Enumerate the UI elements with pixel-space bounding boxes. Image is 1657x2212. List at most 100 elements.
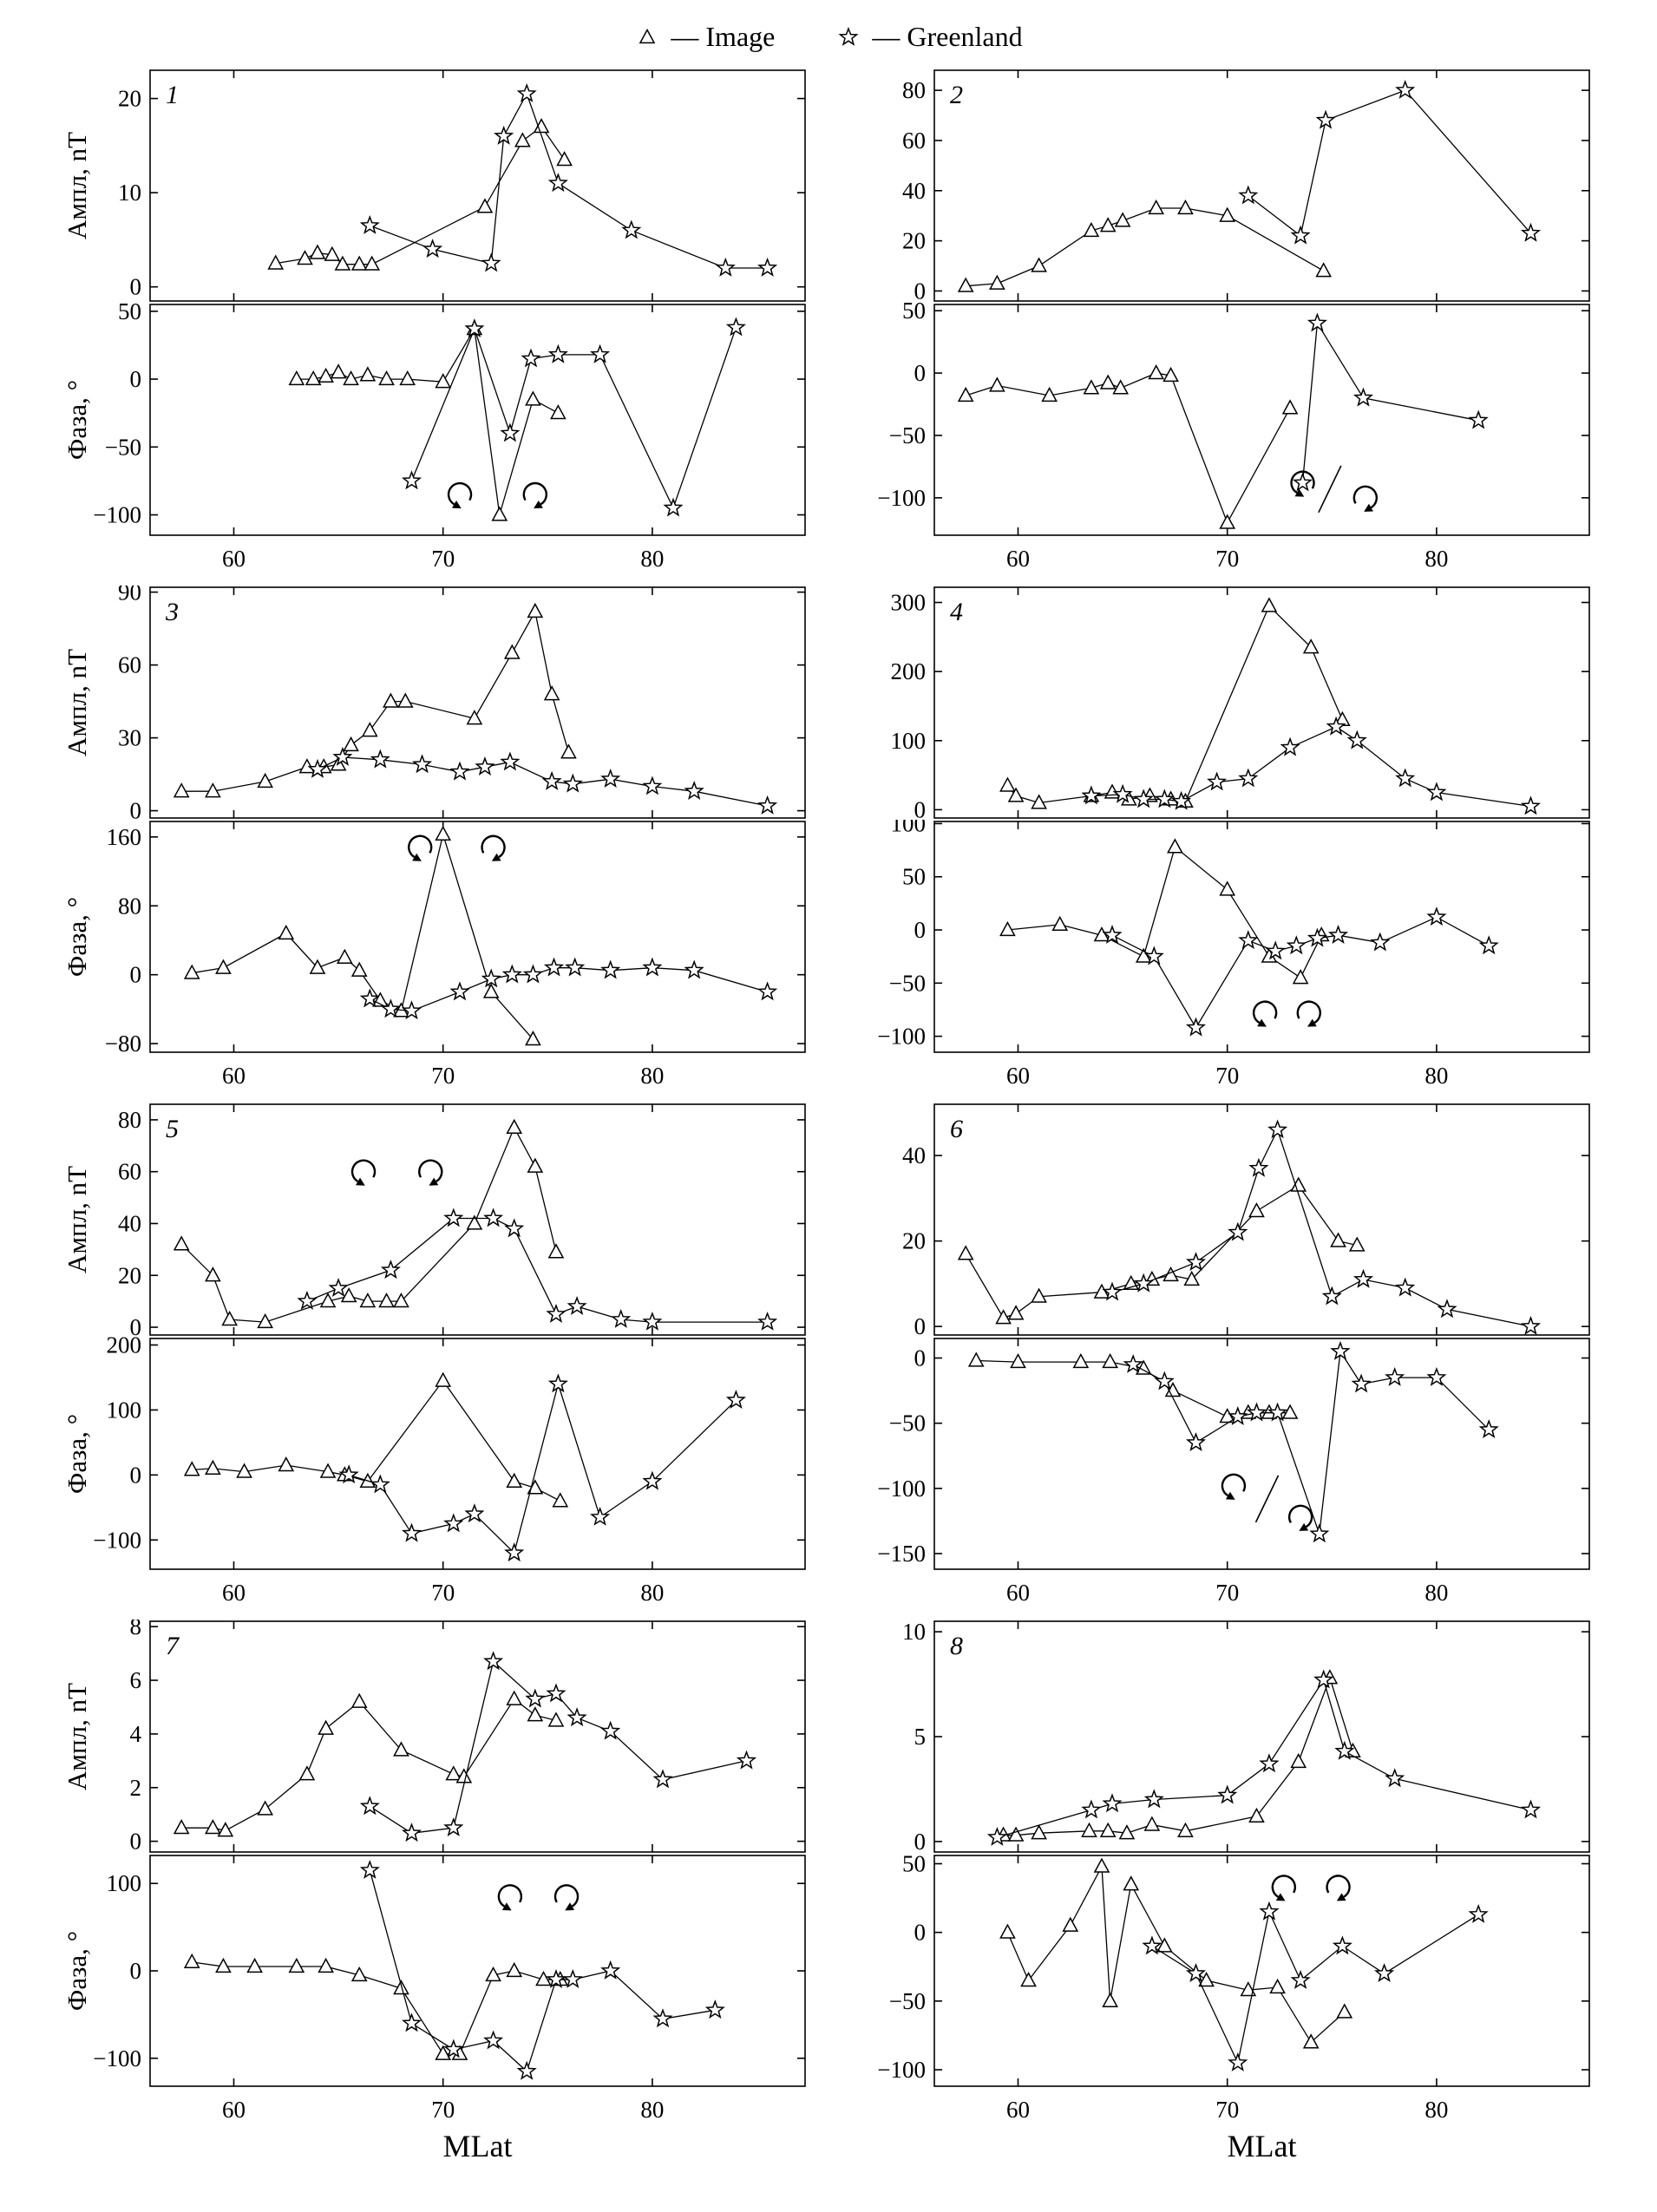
- panel-2-phase-chart: −100 −50 0 50 60 70 80: [877, 303, 1590, 572]
- svg-text:50: 50: [902, 1854, 926, 1877]
- panel-2-amplitude-chart: 0 20 40 60 80 2: [902, 69, 1590, 303]
- svg-text:60: 60: [1006, 1063, 1030, 1089]
- legend-label-image: — Image: [671, 21, 776, 52]
- svg-text:70: 70: [431, 1580, 455, 1606]
- svg-text:−50: −50: [889, 1410, 926, 1436]
- svg-text:0: 0: [914, 1829, 927, 1854]
- svg-text:Ампл, nT: Ампл, nT: [63, 649, 92, 756]
- svg-text:100: 100: [891, 728, 927, 754]
- svg-text:60: 60: [222, 1063, 246, 1089]
- svg-text:70: 70: [431, 546, 455, 572]
- svg-text:70: 70: [431, 1063, 455, 1089]
- svg-text:60: 60: [1006, 2097, 1030, 2123]
- svg-text:−50: −50: [889, 1988, 926, 2014]
- svg-text:6: 6: [130, 1667, 142, 1693]
- svg-text:200: 200: [107, 1337, 142, 1358]
- svg-text:80: 80: [640, 2097, 664, 2123]
- svg-text:60: 60: [1006, 1580, 1030, 1606]
- panel-4-phase-chart: −100 −50 0 50 100 60 70 80: [877, 820, 1590, 1089]
- svg-text:0: 0: [130, 366, 142, 392]
- panel-3: 0 30 60 90 3 Ампл, nT −80 0 80 160 60 70 80 Фаза, °: [63, 586, 809, 1090]
- svg-text:0: 0: [914, 360, 927, 386]
- svg-text:0: 0: [914, 917, 927, 943]
- svg-text:Фаза, °: Фаза, °: [63, 1931, 92, 2011]
- svg-text:0: 0: [130, 1314, 142, 1337]
- svg-text:20: 20: [902, 228, 926, 254]
- svg-text:5: 5: [166, 1115, 179, 1143]
- panel-8: 0 5 10 8 −100 −50 0 50 60 70 80: [848, 1620, 1594, 2124]
- svg-text:−100: −100: [877, 2057, 926, 2083]
- svg-text:4: 4: [950, 598, 963, 626]
- svg-text:Фаза, °: Фаза, °: [63, 897, 92, 977]
- svg-text:60: 60: [118, 1159, 141, 1185]
- svg-text:−100: −100: [877, 1476, 926, 1502]
- panel-2: 0 20 40 60 80 2 −100 −50 0 50 60 70 80: [848, 69, 1594, 573]
- legend-item-greenland: — Greenland: [835, 21, 1023, 53]
- svg-text:−50: −50: [889, 970, 926, 996]
- svg-text:0: 0: [130, 798, 142, 820]
- svg-text:60: 60: [222, 546, 246, 572]
- panel-5: 0 20 40 60 80 5 Ампл, nT −100 0 100 200 60 70 80 Фаза,…: [63, 1103, 809, 1607]
- panel-3-amplitude-chart: 0 30 60 90 3 Ампл, nT: [63, 586, 806, 820]
- panel-8-phase-chart: −100 −50 0 50 60 70 80: [877, 1854, 1590, 2123]
- svg-text:100: 100: [107, 1397, 142, 1423]
- svg-text:0: 0: [914, 1345, 927, 1371]
- svg-text:100: 100: [107, 1870, 142, 1896]
- svg-text:40: 40: [118, 1210, 141, 1236]
- legend-label-greenland: — Greenland: [872, 21, 1023, 52]
- panel-7-amplitude-chart: 0 2 4 6 8 7 Ампл, nT: [63, 1620, 806, 1854]
- svg-text:50: 50: [902, 303, 926, 324]
- panel-6-amplitude-chart: 0 20 40 6: [902, 1103, 1590, 1337]
- panel-7-phase-chart: −100 0 100 60 70 80 Фаза, °: [63, 1855, 806, 2123]
- svg-text:80: 80: [1424, 1580, 1448, 1606]
- svg-text:60: 60: [222, 2097, 246, 2123]
- svg-text:50: 50: [902, 864, 926, 890]
- panel-1: 0 10 20 1 Ампл, nT −100 −50 0 50 60 70 80 Фаза, °: [63, 69, 809, 573]
- svg-text:40: 40: [902, 1142, 926, 1168]
- svg-text:100: 100: [891, 820, 927, 836]
- svg-text:80: 80: [902, 77, 926, 103]
- svg-text:60: 60: [222, 1580, 246, 1606]
- svg-text:−80: −80: [105, 1031, 141, 1057]
- svg-text:0: 0: [130, 274, 142, 300]
- svg-text:2: 2: [130, 1775, 142, 1801]
- svg-text:80: 80: [118, 893, 141, 919]
- svg-text:70: 70: [1215, 2097, 1239, 2123]
- svg-text:Ампл, nT: Ампл, nT: [63, 132, 92, 239]
- svg-text:20: 20: [118, 1262, 141, 1288]
- svg-text:20: 20: [902, 1228, 926, 1254]
- svg-text:60: 60: [118, 652, 141, 678]
- svg-text:30: 30: [118, 725, 141, 751]
- legend: — Image — Greenland: [0, 9, 1657, 69]
- panel-4-amplitude-chart: 0 100 200 300 4: [891, 586, 1590, 820]
- svg-text:−50: −50: [889, 422, 926, 448]
- panel-8-amplitude-chart: 0 5 10 8: [902, 1620, 1590, 1854]
- legend-item-image: — Image: [634, 21, 775, 53]
- svg-text:−50: −50: [105, 434, 141, 460]
- svg-text:−100: −100: [877, 1024, 926, 1050]
- svg-text:160: 160: [107, 824, 142, 850]
- x-axis-label-right: MLat: [1227, 2129, 1297, 2163]
- svg-text:70: 70: [1215, 1063, 1239, 1089]
- panels-grid: 0 10 20 1 Ампл, nT −100 −50 0 50 60 70 80 Фаза, ° 0 20…: [63, 69, 1594, 2124]
- x-axis-labels: MLat MLat: [63, 2128, 1594, 2164]
- svg-text:−100: −100: [93, 502, 141, 528]
- svg-text:80: 80: [640, 546, 664, 572]
- svg-text:80: 80: [640, 1580, 664, 1606]
- svg-text:0: 0: [130, 1829, 142, 1854]
- svg-text:0: 0: [130, 1462, 142, 1488]
- panel-7: 0 2 4 6 8 7 Ампл, nT −100 0 100 60 70 80 Фаза, °: [63, 1620, 809, 2124]
- panel-3-phase-chart: −80 0 80 160 60 70 80 Фаза, °: [63, 821, 806, 1089]
- panel-4: 0 100 200 300 4 −100 −50 0 50 100 60 70 80: [848, 586, 1594, 1090]
- svg-text:−100: −100: [93, 2045, 141, 2071]
- svg-text:80: 80: [118, 1107, 141, 1133]
- svg-text:−150: −150: [877, 1541, 926, 1567]
- svg-text:0: 0: [130, 1958, 142, 1984]
- svg-text:−100: −100: [877, 485, 926, 511]
- svg-text:70: 70: [1215, 1580, 1239, 1606]
- panel-6-phase-chart: −150 −100 −50 0 60 70 80: [877, 1338, 1590, 1606]
- svg-text:0: 0: [914, 278, 927, 303]
- svg-text:10: 10: [118, 180, 141, 206]
- svg-text:3: 3: [165, 598, 179, 626]
- svg-text:90: 90: [118, 586, 141, 605]
